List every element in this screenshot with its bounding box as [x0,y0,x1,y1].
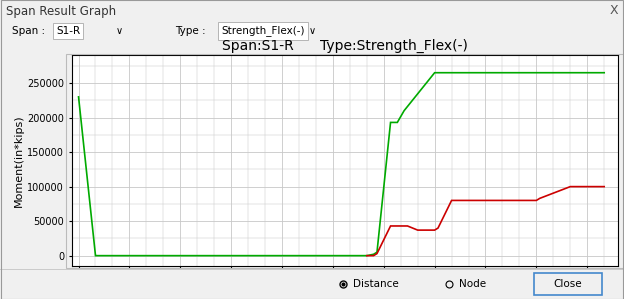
Text: Type :: Type : [175,26,205,36]
Text: ∨: ∨ [115,26,122,36]
FancyBboxPatch shape [534,273,602,295]
Text: ∨: ∨ [309,26,316,36]
Text: Strength_Flex(-): Strength_Flex(-) [222,25,305,36]
Text: S1-R: S1-R [56,26,80,36]
Text: Span :: Span : [12,26,46,36]
Text: Span Result Graph: Span Result Graph [6,4,116,18]
Text: Node: Node [459,279,485,289]
Text: X: X [609,4,618,18]
Y-axis label: Moment(in*kips): Moment(in*kips) [14,115,24,207]
Text: Distance: Distance [353,279,398,289]
X-axis label: Distance(in): Distance(in) [311,286,379,296]
Text: Close: Close [553,279,582,289]
Title: Span:S1-R      Type:Strength_Flex(-): Span:S1-R Type:Strength_Flex(-) [222,39,468,53]
